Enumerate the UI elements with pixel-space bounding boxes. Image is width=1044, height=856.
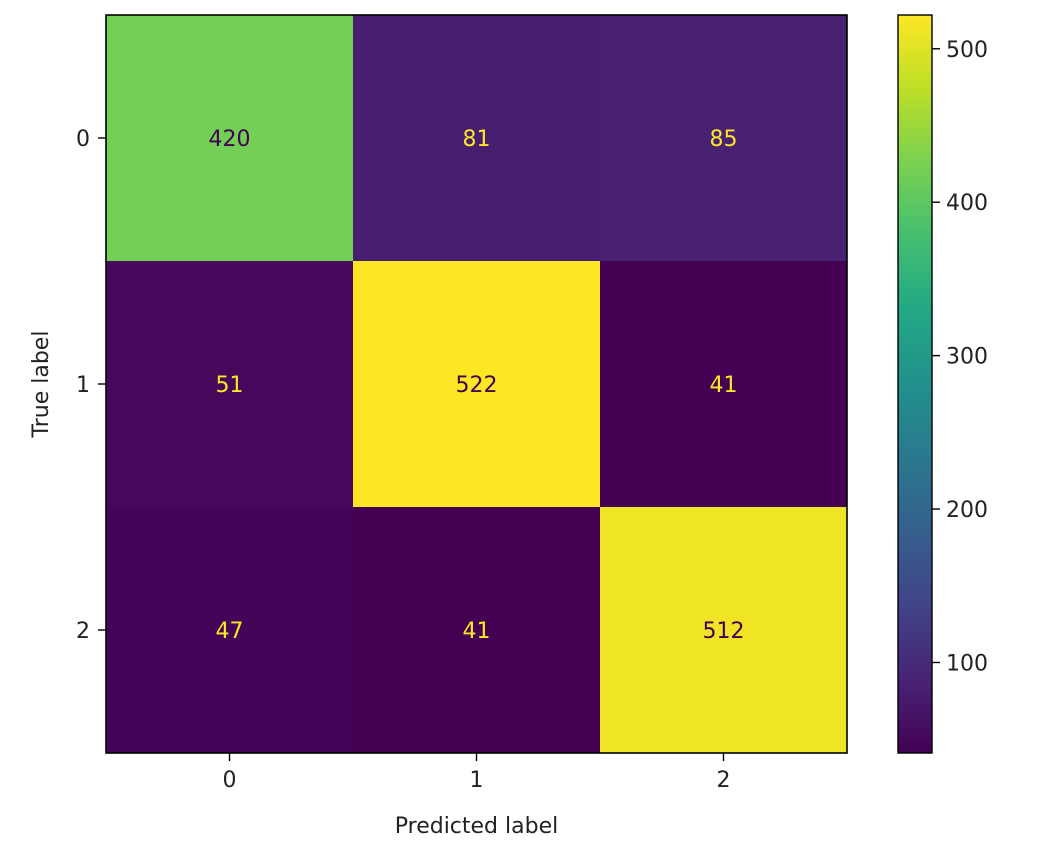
cell-value-label: 47 [216, 619, 244, 644]
cell-value-label: 522 [456, 373, 498, 398]
cell-value-label: 420 [209, 127, 251, 152]
y-tick-label: 0 [76, 127, 90, 152]
cell-value-label: 51 [216, 373, 244, 398]
y-axis-ticks: 0 1 2 [76, 127, 106, 644]
colorbar-tick-label: 400 [946, 191, 988, 216]
y-tick-label: 2 [76, 619, 90, 644]
heatmap-cell [600, 261, 848, 508]
heatmap-cells [106, 15, 848, 754]
x-axis-ticks: 0 1 2 [223, 753, 731, 793]
cell-value-label: 81 [463, 127, 491, 152]
x-tick-label: 1 [470, 768, 484, 793]
y-tick-label: 1 [76, 373, 90, 398]
colorbar-tick-label: 100 [946, 651, 988, 676]
cell-value-labels: 420 81 85 51 522 41 47 41 512 [209, 127, 745, 644]
cell-value-label: 41 [463, 619, 491, 644]
heatmap-cell [106, 261, 354, 508]
cell-value-label: 512 [703, 619, 745, 644]
x-tick-label: 0 [223, 768, 237, 793]
heatmap-cell [600, 15, 848, 262]
heatmap-cell [600, 507, 848, 754]
heatmap-cell [106, 507, 354, 754]
cell-value-label: 41 [710, 373, 738, 398]
colorbar-tick-label: 300 [946, 345, 988, 370]
cell-value-label: 85 [710, 127, 738, 152]
heatmap-cell [353, 15, 601, 262]
colorbar-ticks: 100 200 300 400 500 [932, 38, 988, 676]
heatmap-cell [106, 15, 354, 262]
colorbar-tick-label: 500 [946, 38, 988, 63]
heatmap-cell [353, 507, 601, 754]
x-axis-label: Predicted label [395, 814, 558, 839]
heatmap-cell [353, 261, 601, 508]
colorbar-tick-label: 200 [946, 498, 988, 523]
y-axis-label: True label [29, 331, 54, 439]
colorbar [897, 14, 933, 754]
x-tick-label: 2 [717, 768, 731, 793]
